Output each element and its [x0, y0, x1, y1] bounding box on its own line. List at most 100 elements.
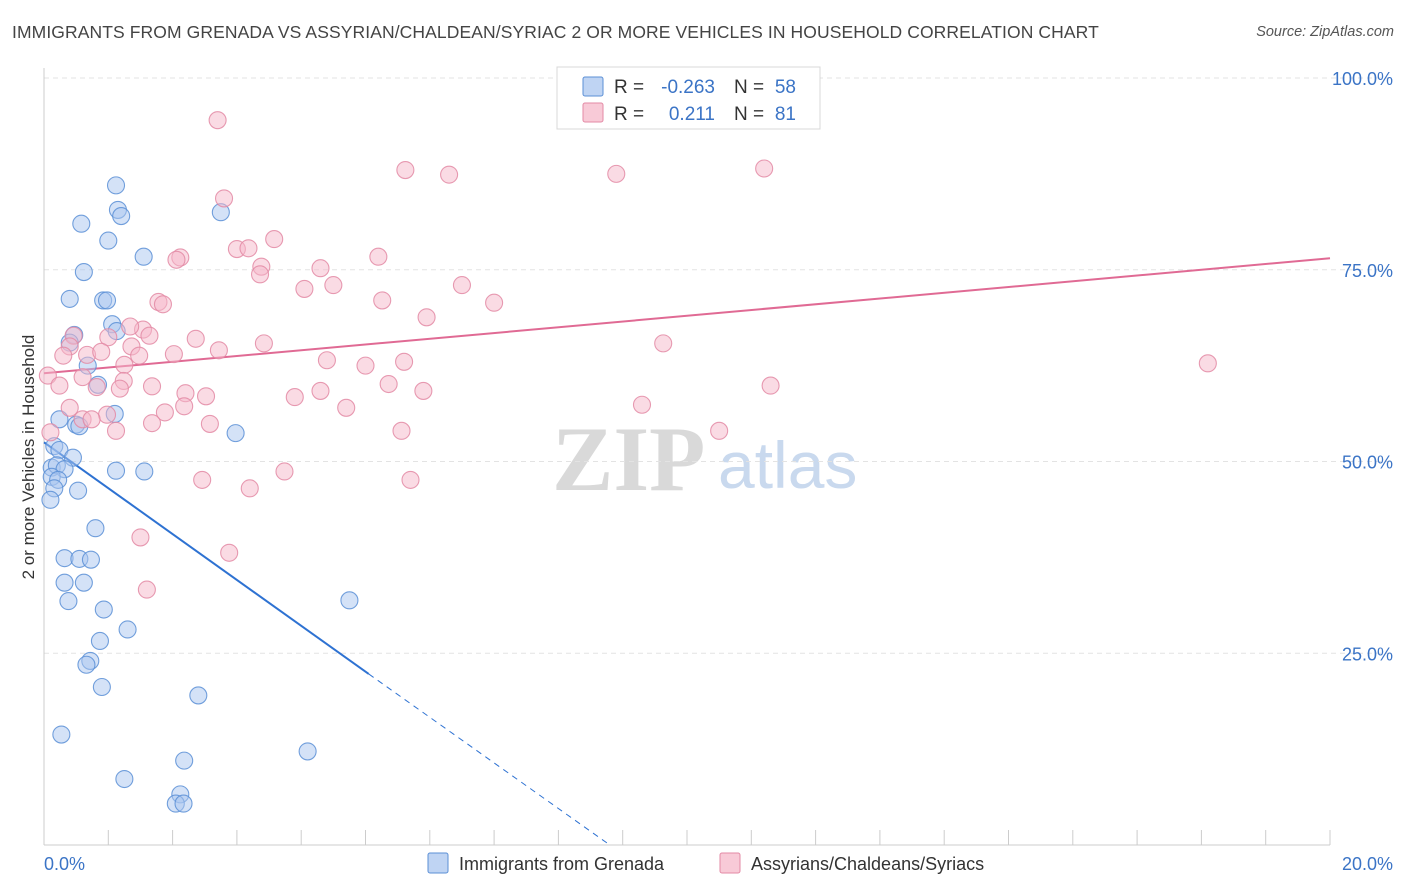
blue-data-point: [90, 631, 109, 651]
pink-data-point: [106, 421, 126, 440]
blue-data-point: [340, 591, 359, 610]
blue-data-point: [175, 751, 194, 770]
pink-trend-line: [43, 257, 1331, 375]
blue-data-point: [112, 207, 131, 226]
pink-data-point: [396, 160, 415, 180]
blue-data-point: [106, 461, 126, 480]
y-tick-label: 25.0%: [1342, 644, 1393, 664]
blue-data-point: [92, 677, 111, 697]
source-label: Source: ZipAtlas.com: [1256, 24, 1394, 40]
pink-data-point: [250, 265, 270, 284]
watermark-zip: ZIP: [552, 408, 705, 510]
pink-data-point: [193, 470, 212, 489]
pink-data-point: [369, 247, 388, 266]
pink-data-point: [1198, 354, 1217, 373]
grid-layer: [44, 77, 1392, 654]
correlation-legend: R = -0.263 N = 58 R = 0.211 N = 81: [556, 66, 821, 130]
pink-data-point: [440, 165, 459, 184]
legend-r-value-1: -0.263: [661, 77, 715, 98]
pink-data-point: [632, 395, 652, 414]
pink-data-point: [92, 342, 111, 361]
blue-data-point: [81, 550, 100, 569]
pink-data-point: [452, 276, 472, 295]
y-axis-label: 2 or more Vehicles in Household: [19, 335, 38, 580]
pink-data-point: [254, 334, 273, 353]
y-tick-label: 75.0%: [1342, 261, 1393, 281]
pink-data-point: [97, 405, 117, 424]
watermark-atlas: atlas: [718, 428, 857, 502]
chart-title: IMMIGRANTS FROM GRENADA VS ASSYRIAN/CHAL…: [12, 22, 1099, 42]
x-tick-label: 0.0%: [44, 854, 85, 874]
y-tick-label: 50.0%: [1342, 453, 1393, 473]
pink-data-point: [401, 470, 420, 489]
pink-data-point: [82, 410, 101, 429]
pink-data-point: [379, 374, 398, 394]
legend-n-label-2: N =: [734, 104, 764, 125]
pink-data-point: [164, 345, 183, 364]
blue-data-point: [189, 686, 208, 705]
blue-data-point: [52, 725, 71, 744]
pink-data-point: [200, 414, 219, 433]
legend-r-label-2: R =: [614, 104, 644, 125]
legend-n-value-2: 81: [775, 104, 796, 125]
pink-data-point: [209, 341, 228, 360]
pink-data-point: [99, 328, 118, 347]
legend-n-label-1: N =: [734, 77, 764, 98]
pink-data-point: [121, 317, 140, 336]
pink-data-point: [373, 291, 392, 310]
trend-layer: [43, 257, 1331, 846]
blue-data-point: [226, 424, 245, 443]
blue-data-point: [99, 231, 118, 250]
blue-data-point: [135, 462, 154, 481]
blue-data-point: [77, 655, 96, 674]
pink-data-point: [208, 111, 227, 130]
pink-data-point: [110, 379, 129, 398]
pink-data-point: [140, 326, 159, 345]
blue-data-point: [115, 769, 134, 789]
blue-data-point: [69, 481, 88, 500]
pink-data-point: [214, 189, 234, 208]
blue-data-point: [59, 592, 78, 611]
blue-data-point: [97, 291, 117, 310]
pink-data-point: [285, 388, 304, 407]
blue-data-point: [86, 519, 105, 538]
series-legend: Immigrants from Grenada Assyrians/Chalde…: [427, 852, 984, 874]
blue-trend-line: [43, 441, 370, 675]
blue-data-point: [55, 573, 74, 592]
pink-data-point: [265, 230, 284, 249]
pink-data-point: [295, 279, 314, 298]
legend-n-value-1: 58: [775, 77, 796, 98]
pink-data-point: [240, 479, 259, 498]
axes-layer: [43, 68, 1331, 846]
pink-data-point: [239, 239, 258, 258]
legend-r-value-2: 0.211: [669, 104, 715, 125]
pink-data-point: [50, 376, 69, 395]
pink-data-point: [654, 334, 673, 353]
pink-data-point: [311, 381, 330, 400]
pink-data-point: [137, 580, 156, 599]
pink-data-point: [356, 356, 375, 375]
pink-data-point: [392, 421, 411, 440]
pink-data-point: [417, 308, 436, 327]
legend-r-label-1: R =: [614, 77, 644, 98]
pink-data-point: [87, 378, 106, 397]
tick-labels: 25.0% 50.0% 75.0% 100.0% 0.0% 20.0%: [44, 69, 1393, 874]
pink-data-point: [710, 421, 729, 440]
blue-data-point: [60, 289, 79, 308]
blue-data-point: [134, 247, 153, 266]
blue-trend-extension: [368, 673, 611, 846]
pink-data-point: [761, 376, 780, 395]
pink-data-point: [38, 366, 57, 385]
pink-data-point: [155, 403, 174, 422]
legend-swatch-pink: [582, 102, 604, 123]
pink-data-point: [41, 423, 60, 442]
blue-data-point: [72, 214, 91, 233]
blue-data-point: [298, 742, 317, 761]
blue-data-point: [74, 263, 93, 282]
blue-data-point: [41, 490, 60, 509]
pink-data-point: [167, 250, 186, 269]
points-layer: [38, 111, 1217, 813]
pink-data-point: [607, 164, 626, 183]
pink-data-point: [395, 352, 414, 371]
